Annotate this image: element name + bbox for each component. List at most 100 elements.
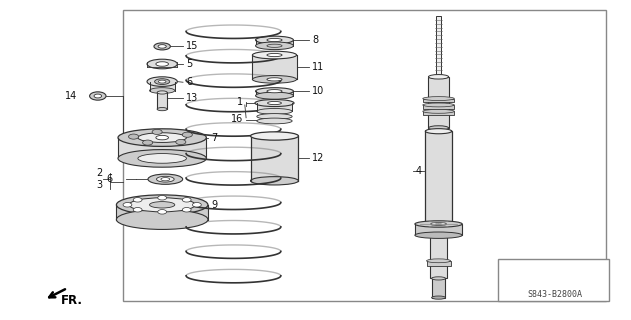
Ellipse shape	[428, 75, 449, 79]
Ellipse shape	[425, 221, 452, 227]
Bar	[251, 136, 298, 181]
Bar	[157, 92, 167, 109]
Circle shape	[152, 129, 162, 134]
Ellipse shape	[150, 202, 175, 208]
Text: 7: 7	[211, 132, 218, 143]
Ellipse shape	[256, 36, 293, 44]
Ellipse shape	[156, 62, 168, 66]
Bar	[147, 64, 177, 67]
Ellipse shape	[267, 90, 282, 93]
Ellipse shape	[257, 114, 292, 119]
Ellipse shape	[150, 88, 175, 93]
Bar	[415, 224, 462, 235]
Ellipse shape	[430, 233, 447, 237]
Circle shape	[158, 196, 167, 200]
Ellipse shape	[432, 296, 445, 299]
Text: 13: 13	[186, 92, 198, 103]
Bar	[498, 259, 609, 301]
Ellipse shape	[251, 177, 298, 185]
Bar	[423, 111, 454, 115]
Ellipse shape	[118, 129, 206, 147]
Ellipse shape	[423, 103, 454, 107]
Ellipse shape	[158, 45, 167, 48]
Ellipse shape	[256, 88, 293, 95]
Ellipse shape	[257, 118, 292, 124]
Ellipse shape	[255, 100, 294, 107]
Bar	[116, 205, 208, 220]
Text: 9: 9	[211, 200, 218, 210]
Text: 15: 15	[186, 41, 199, 52]
Circle shape	[176, 140, 186, 145]
Bar	[428, 77, 449, 128]
Bar	[432, 278, 445, 298]
Ellipse shape	[428, 126, 449, 130]
Bar	[123, 10, 606, 301]
Ellipse shape	[148, 174, 183, 184]
Ellipse shape	[157, 91, 167, 94]
Ellipse shape	[147, 77, 177, 86]
Ellipse shape	[155, 79, 170, 84]
Ellipse shape	[251, 132, 298, 140]
Circle shape	[182, 197, 191, 202]
Ellipse shape	[147, 59, 177, 69]
Circle shape	[192, 203, 201, 207]
Bar	[256, 91, 293, 96]
Text: 14: 14	[65, 91, 77, 101]
Ellipse shape	[156, 135, 168, 140]
Ellipse shape	[423, 97, 454, 100]
Text: 4: 4	[415, 166, 422, 176]
Text: 12: 12	[312, 153, 325, 164]
Text: FR.: FR.	[61, 294, 83, 308]
Ellipse shape	[252, 76, 297, 83]
Ellipse shape	[116, 195, 208, 215]
Circle shape	[123, 203, 132, 207]
Bar	[150, 84, 175, 91]
Bar	[257, 103, 292, 111]
Text: 5: 5	[186, 59, 192, 69]
Ellipse shape	[138, 154, 187, 163]
Ellipse shape	[415, 221, 462, 227]
Text: 10: 10	[312, 86, 324, 96]
Ellipse shape	[156, 176, 174, 182]
Ellipse shape	[267, 38, 282, 42]
Ellipse shape	[268, 101, 281, 105]
Bar	[423, 99, 454, 102]
Ellipse shape	[267, 44, 282, 47]
Text: 11: 11	[312, 62, 324, 72]
Text: 1: 1	[237, 97, 243, 107]
Ellipse shape	[432, 277, 445, 280]
Circle shape	[94, 94, 102, 98]
Ellipse shape	[425, 129, 452, 134]
Ellipse shape	[267, 53, 282, 57]
Ellipse shape	[430, 222, 446, 226]
Text: 2: 2	[96, 168, 102, 179]
Ellipse shape	[158, 80, 166, 83]
Circle shape	[143, 140, 153, 145]
Circle shape	[133, 208, 142, 212]
Circle shape	[182, 208, 191, 212]
Ellipse shape	[256, 92, 293, 99]
Text: 16: 16	[231, 114, 243, 124]
Ellipse shape	[267, 78, 282, 81]
Ellipse shape	[257, 108, 292, 114]
Text: 6: 6	[106, 174, 112, 184]
Text: 8: 8	[312, 35, 319, 45]
Ellipse shape	[118, 150, 206, 167]
Circle shape	[129, 134, 139, 139]
Bar	[430, 235, 447, 278]
Ellipse shape	[157, 108, 167, 111]
Text: S843-B2800A: S843-B2800A	[528, 290, 583, 299]
Circle shape	[158, 210, 167, 214]
Ellipse shape	[138, 133, 187, 142]
Text: 6: 6	[186, 77, 192, 87]
Text: 3: 3	[96, 180, 102, 190]
Ellipse shape	[423, 109, 454, 113]
Ellipse shape	[415, 232, 462, 238]
Ellipse shape	[154, 43, 170, 50]
Bar	[427, 261, 451, 266]
Bar	[436, 16, 441, 77]
Circle shape	[133, 197, 142, 202]
Bar	[256, 40, 293, 46]
Bar	[118, 138, 206, 158]
Ellipse shape	[427, 259, 451, 263]
